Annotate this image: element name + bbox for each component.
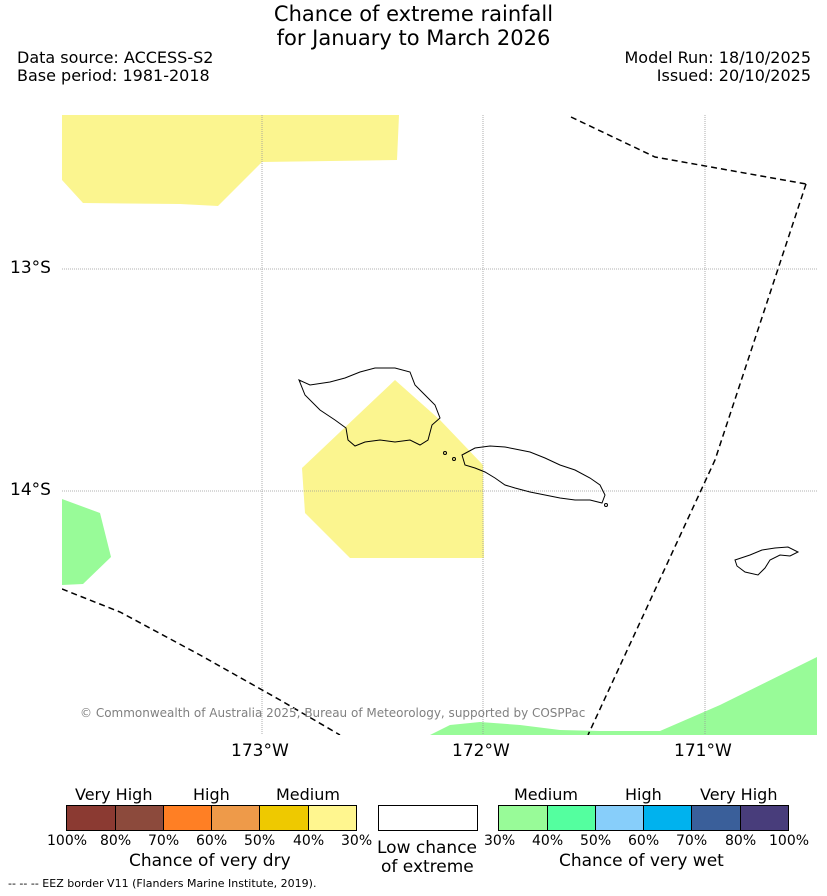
base-period: Base period: 1981-2018 xyxy=(17,66,210,85)
wet-swatch-70-80 xyxy=(691,805,741,831)
dry-category-medium: Medium xyxy=(276,785,340,804)
eez-border xyxy=(62,116,807,735)
map-title-line2: for January to March 2026 xyxy=(276,26,551,50)
island-outlines xyxy=(298,367,800,576)
wet-swatch-60-70 xyxy=(643,805,692,831)
dry-swatch-100-80 xyxy=(66,805,116,831)
wet-swatch-30-40 xyxy=(498,805,548,831)
dry-swatch-80-70 xyxy=(115,805,164,831)
lat-label-14s: 14°S xyxy=(10,480,51,500)
eez-footnote: -- -- -- EEZ border V11 (Flanders Marine… xyxy=(8,877,317,890)
dry-swatch-50-40 xyxy=(259,805,309,831)
wet-category-medium: Medium xyxy=(514,785,578,804)
wet-category-high: High xyxy=(625,785,662,804)
wet-swatch-50-60 xyxy=(595,805,644,831)
graticule xyxy=(62,115,817,735)
savaii-island xyxy=(298,367,441,447)
data-source: Data source: ACCESS-S2 xyxy=(17,48,214,67)
issued-date: Issued: 20/10/2025 xyxy=(656,66,811,85)
dry-category-very-high: Very High xyxy=(75,785,153,804)
wet-tick-100: 100% xyxy=(769,833,810,849)
wet-swatch-40-50 xyxy=(547,805,596,831)
wet-legend-title: Chance of very wet xyxy=(559,851,724,871)
wet-tick-70: 70% xyxy=(676,833,708,849)
tutuila-island xyxy=(734,546,800,576)
dry-tick-40: 40% xyxy=(293,833,325,849)
dry-tick-30: 30% xyxy=(341,833,373,849)
dry-medium-region-central xyxy=(302,380,484,558)
wet-tick-50: 50% xyxy=(580,833,612,849)
dry-tick-60: 60% xyxy=(196,833,228,849)
dry-tick-50: 50% xyxy=(244,833,276,849)
wet-medium-region-west xyxy=(62,499,111,585)
low-chance-line2: of extreme xyxy=(381,857,474,877)
lon-label-171w: 171°W xyxy=(674,741,732,761)
low-chance-swatch xyxy=(378,805,478,831)
lon-label-173w: 173°W xyxy=(231,741,289,761)
dry-swatch-60-50 xyxy=(211,805,260,831)
copyright-notice: © Commonwealth of Australia 2025, Bureau… xyxy=(80,706,586,720)
wet-tick-40: 40% xyxy=(532,833,564,849)
dry-legend-title: Chance of very dry xyxy=(129,851,291,871)
rainfall-map xyxy=(62,115,817,735)
dry-tick-70: 70% xyxy=(148,833,180,849)
dry-swatch-70-60 xyxy=(163,805,212,831)
dry-medium-region-north xyxy=(62,115,399,206)
wet-tick-30: 30% xyxy=(484,833,516,849)
dry-swatch-40-30 xyxy=(308,805,357,831)
model-run: Model Run: 18/10/2025 xyxy=(624,48,812,67)
dry-tick-80: 80% xyxy=(100,833,132,849)
lon-label-172w: 172°W xyxy=(452,741,510,761)
low-chance-line1: Low chance xyxy=(377,838,477,858)
upolu-island xyxy=(461,445,606,504)
wet-tick-60: 60% xyxy=(628,833,660,849)
wet-tick-80: 80% xyxy=(725,833,757,849)
dry-category-high: High xyxy=(193,785,230,804)
lat-label-13s: 13°S xyxy=(10,258,51,278)
map-title-line1: Chance of extreme rainfall xyxy=(273,2,554,26)
wet-medium-region-south xyxy=(430,657,817,735)
wet-category-very-high: Very High xyxy=(700,785,778,804)
dry-tick-100: 100% xyxy=(47,833,88,849)
wet-swatch-80-100 xyxy=(740,805,789,831)
